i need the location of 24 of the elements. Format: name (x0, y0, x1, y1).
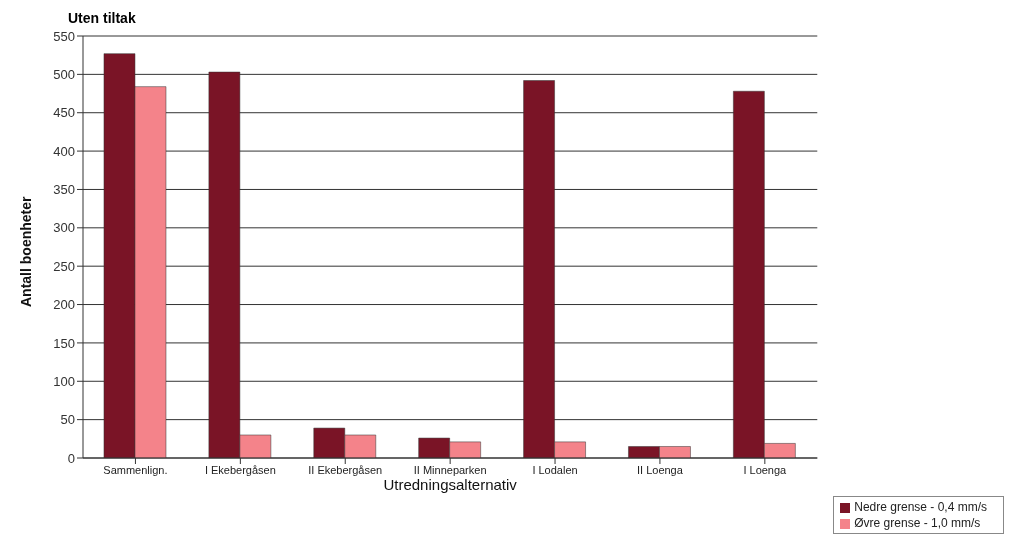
y-tick-label: 300 (53, 220, 75, 236)
chart-title: Uten tiltak (68, 10, 136, 26)
x-tick-label: I Lodalen (532, 463, 578, 476)
y-tick-label: 450 (53, 105, 75, 121)
x-tick-label: II Loenga (637, 463, 684, 476)
y-tick-label: 400 (53, 143, 75, 159)
x-tick-label: I Ekebergåsen (204, 463, 276, 476)
y-tick-label: 150 (53, 335, 75, 351)
y-tick-label: 550 (53, 28, 75, 44)
y-tick-label: 500 (53, 66, 75, 82)
y-tick-label: 100 (53, 373, 75, 389)
y-tick-label: 0 (67, 450, 75, 466)
y-tick-label: 350 (53, 182, 75, 198)
x-tick-label: I Loenga (743, 463, 788, 476)
x-tick-label: II Ekebergåsen (308, 463, 383, 476)
x-tick-label: II Minneparken (413, 463, 487, 476)
x-axis-title: Utredningsalternativ (383, 476, 518, 493)
y-tick-label: 200 (53, 297, 75, 313)
x-tick-label: Sammenlign. (103, 463, 168, 476)
y-axis-title: Antall boenheter (17, 195, 34, 307)
legend-label: Nedre grense - 0,4 mm/s (854, 500, 987, 514)
y-tick-label: 250 (53, 258, 75, 274)
y-tick-label: 50 (60, 412, 75, 428)
legend-label: Øvre grense - 1,0 mm/s (854, 516, 981, 530)
